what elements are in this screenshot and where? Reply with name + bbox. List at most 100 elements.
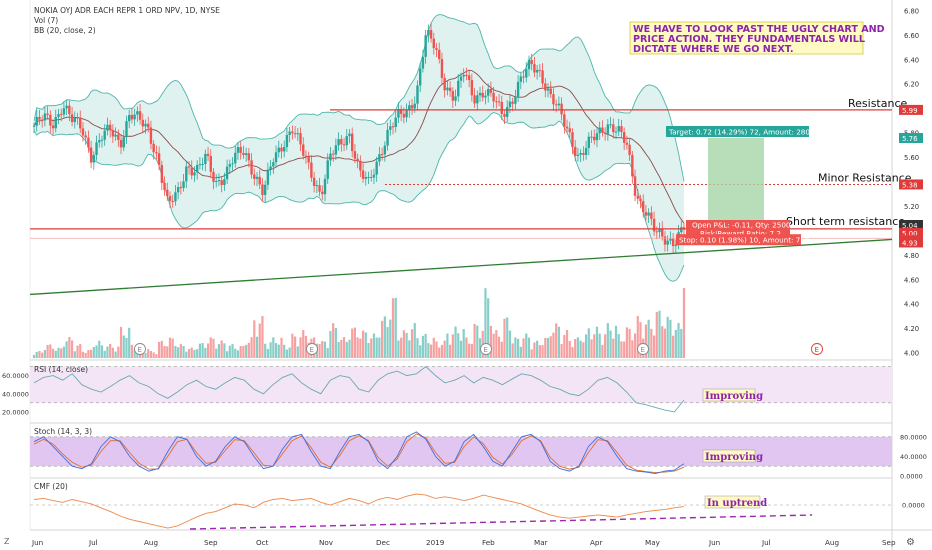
cmf-note-box[interactable] [704,495,761,509]
candle-body[interactable] [380,154,384,156]
stoch-legend[interactable]: Stoch (14, 3, 3) [34,427,92,436]
candle-body[interactable] [680,227,683,233]
candle-body[interactable] [590,136,593,138]
candle-body[interactable] [658,228,661,232]
candle-body[interactable] [223,179,226,185]
candle-body[interactable] [650,212,653,219]
earnings-marker[interactable] [480,343,492,355]
candle-body[interactable] [495,101,498,103]
candle-body[interactable] [272,162,275,167]
candle-body[interactable] [100,139,104,141]
candle-body[interactable] [141,119,144,127]
candle-body[interactable] [609,124,612,126]
candle-body[interactable] [438,49,441,60]
candle-body[interactable] [370,176,373,178]
candle-body[interactable] [663,236,667,245]
candle-body[interactable] [631,154,634,177]
bb-upper[interactable] [33,14,685,182]
candle-body[interactable] [432,38,435,49]
candle-body[interactable] [375,161,378,175]
candle-body[interactable] [636,195,639,199]
candle-body[interactable] [516,81,520,97]
candle-body[interactable] [571,132,574,147]
stoch-k-line[interactable] [33,431,685,475]
candle-body[interactable] [318,185,321,192]
candle-body[interactable] [622,132,626,143]
candle-body[interactable] [234,152,237,164]
candle-body[interactable] [40,119,44,121]
candle-body[interactable] [473,95,476,104]
candle-body[interactable] [418,68,422,86]
candle-body[interactable] [253,174,256,179]
candle-body[interactable] [552,94,555,105]
candle-body[interactable] [582,153,585,155]
candle-body[interactable] [315,185,319,187]
candle-body[interactable] [89,147,93,163]
candle-body[interactable] [220,180,223,185]
candle-body[interactable] [49,114,52,126]
candle-body[interactable] [364,177,367,179]
volume-legend[interactable]: Vol (7) [34,16,58,25]
candle-body[interactable] [568,128,571,133]
candle-body[interactable] [331,153,335,155]
candle-body[interactable] [397,109,400,118]
candle-body[interactable] [125,121,128,138]
candlesticks[interactable] [32,22,686,254]
candle-body[interactable] [321,191,324,195]
candle-body[interactable] [209,156,212,172]
candle-body[interactable] [655,231,659,233]
candle-body[interactable] [204,153,207,165]
candle-body[interactable] [147,123,150,128]
candle-body[interactable] [427,29,430,36]
candle-body[interactable] [533,64,536,73]
candle-body[interactable] [117,134,120,140]
candle-body[interactable] [76,117,79,119]
candle-body[interactable] [560,103,563,115]
candle-body[interactable] [497,101,501,103]
candle-body[interactable] [291,131,294,134]
candle-body[interactable] [247,153,251,161]
candle-body[interactable] [544,83,547,91]
rsi-note-box[interactable] [702,388,756,402]
candle-body[interactable] [470,79,474,96]
candle-body[interactable] [283,147,286,152]
candle-body[interactable] [557,103,561,106]
candle-body[interactable] [190,167,193,176]
candle-body[interactable] [73,117,76,123]
candle-body[interactable] [356,158,359,162]
candle-body[interactable] [391,126,395,128]
candle-body[interactable] [299,133,302,145]
time-axis[interactable]: Jun Jul Aug Sep Oct Nov Dec 2019 Feb Mar Apr May Jun… [31,538,896,547]
symbol-title[interactable]: NOKIA OYJ ADR EACH REPR 1 ORD NPV, 1D, N… [34,6,220,15]
candle-body[interactable] [182,181,185,188]
candle-body[interactable] [476,95,479,104]
candle-body[interactable] [459,76,463,81]
rsi-line[interactable] [33,365,685,413]
candle-body[interactable] [443,77,446,91]
candle-body[interactable] [606,124,610,134]
candle-body[interactable] [87,137,90,148]
candle-body[interactable] [103,130,106,140]
candle-body[interactable] [467,75,471,80]
candle-body[interactable] [176,187,180,193]
candle-body[interactable] [108,124,112,131]
candle-body[interactable] [500,101,503,114]
candle-body[interactable] [293,133,297,135]
candle-body[interactable] [228,164,232,167]
candle-body[interactable] [394,117,397,127]
candle-body[interactable] [171,200,174,202]
candle-body[interactable] [519,76,523,82]
candle-body[interactable] [642,201,645,213]
candle-body[interactable] [541,70,544,84]
candle-body[interactable] [628,144,631,155]
candle-body[interactable] [79,117,82,129]
candle-body[interactable] [296,133,300,135]
candle-body[interactable] [144,123,147,127]
candle-body[interactable] [579,153,582,155]
stoch-note-box[interactable] [702,449,756,463]
candle-body[interactable] [348,133,351,137]
candle-body[interactable] [225,166,229,180]
candle-body[interactable] [163,182,166,190]
